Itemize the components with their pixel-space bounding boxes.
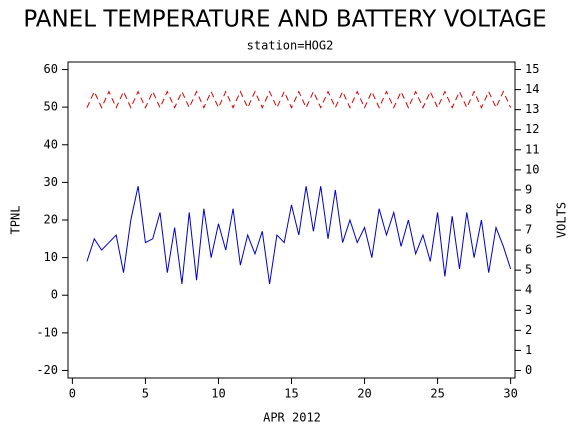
y2-tick-label: 4	[525, 283, 532, 297]
series-line	[86, 90, 512, 109]
y2-tick-label: 7	[525, 223, 532, 237]
y2-axis-label: VOLTS	[555, 202, 569, 238]
series-line	[86, 186, 512, 285]
y-tick-label: 0	[51, 288, 58, 302]
y-tick-label: 60	[44, 62, 58, 76]
chart-subtitle: station=HOG2	[247, 39, 334, 53]
y2-tick-label: 5	[525, 263, 532, 277]
y2-tick-label: 12	[525, 122, 539, 136]
y2-tick-label: 9	[525, 182, 532, 196]
y2-tick-label: 10	[525, 162, 539, 176]
y2-tick-label: 14	[525, 82, 539, 96]
x-tick-label: 15	[284, 387, 298, 401]
y2-tick-label: 0	[525, 363, 532, 377]
y2-tick-label: 6	[525, 243, 532, 257]
x-tick-label: 0	[69, 387, 76, 401]
y2-tick-label: 1	[525, 343, 532, 357]
x-tick-label: 20	[357, 387, 371, 401]
y2-tick-label: 13	[525, 102, 539, 116]
y2-tick-label: 15	[525, 62, 539, 76]
x-tick-label: 25	[430, 387, 444, 401]
y2-tick-label: 8	[525, 202, 532, 216]
y-tick-label: 50	[44, 100, 58, 114]
plot-frame	[67, 61, 516, 379]
y2-tick-label: 3	[525, 303, 532, 317]
chart-title: PANEL TEMPERATURE AND BATTERY VOLTAGE	[23, 7, 546, 33]
x-axis-label: APR 2012	[263, 411, 321, 425]
x-tick-label: 10	[211, 387, 225, 401]
y2-tick-label: 2	[525, 323, 532, 337]
y-tick-label: -10	[36, 325, 58, 339]
y-tick-label: -20	[36, 363, 58, 377]
y-axis-label: TPNL	[9, 206, 23, 235]
x-tick-label: 5	[142, 387, 149, 401]
y-tick-label: 10	[44, 250, 58, 264]
y-tick-label: 30	[44, 175, 58, 189]
y-tick-label: 40	[44, 137, 58, 151]
y-tick-label: 20	[44, 213, 58, 227]
x-tick-label: 30	[503, 387, 517, 401]
y2-tick-label: 11	[525, 142, 539, 156]
